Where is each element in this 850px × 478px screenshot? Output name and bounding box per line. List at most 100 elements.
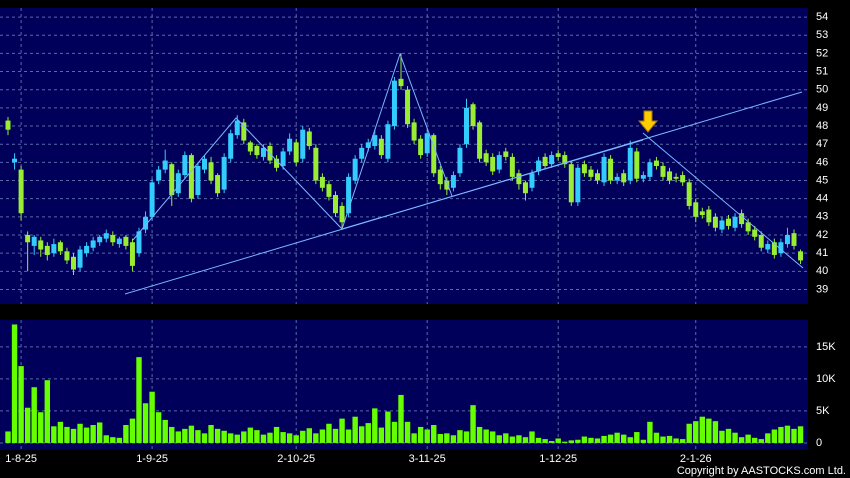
trendline xyxy=(642,132,804,269)
candle-body xyxy=(280,151,286,166)
volume-bar xyxy=(647,421,653,443)
marks xyxy=(5,53,804,443)
volume-bar xyxy=(241,431,247,443)
y-tick-label: 51 xyxy=(816,65,828,77)
candle-body xyxy=(568,164,574,203)
volume-bar xyxy=(267,432,273,443)
volume-bar xyxy=(201,433,208,443)
volume-bar xyxy=(634,432,640,443)
y-tick-label: 41 xyxy=(816,247,828,259)
y-tick-label: 40 xyxy=(816,265,828,277)
candle-body xyxy=(319,176,325,188)
candle-body xyxy=(57,242,63,252)
volume-bar xyxy=(195,430,201,443)
candle-body xyxy=(608,158,614,181)
volume-bar xyxy=(319,429,326,443)
volume-bar xyxy=(378,427,385,443)
volume-bar xyxy=(601,435,607,443)
volume-bar xyxy=(791,428,797,443)
candle-body xyxy=(90,240,96,248)
y-tick-label: 53 xyxy=(816,29,828,41)
volume-bar xyxy=(188,425,195,443)
volume-bar xyxy=(542,439,548,443)
candle-body xyxy=(712,216,718,228)
volume-bar xyxy=(44,380,50,443)
candle-body xyxy=(411,122,417,141)
arrow-marker xyxy=(637,110,659,133)
volume-bar xyxy=(575,439,581,443)
candle-body xyxy=(44,245,50,255)
candle-body xyxy=(129,242,135,266)
volume-bar xyxy=(18,366,24,443)
y-tick-label: 42 xyxy=(816,229,828,241)
candle-body xyxy=(575,167,581,203)
volume-bar xyxy=(169,426,175,443)
volume-bar xyxy=(673,438,679,443)
volume-bar xyxy=(38,412,44,443)
candle-body xyxy=(247,142,253,152)
candle-body xyxy=(444,180,450,190)
candle-body xyxy=(25,234,31,243)
y-tick-label: 52 xyxy=(816,47,828,59)
volume-bar xyxy=(725,428,732,443)
volume-bar xyxy=(110,437,116,443)
volume-bar xyxy=(797,426,804,443)
candle-body xyxy=(647,162,653,177)
candle-body xyxy=(103,233,109,239)
volume-bar xyxy=(286,433,293,443)
volume-bar xyxy=(778,426,784,443)
candle-body xyxy=(778,242,784,254)
volume-bar xyxy=(679,439,686,443)
candle-body xyxy=(549,155,555,165)
candle-body xyxy=(182,155,188,176)
volume-bar xyxy=(103,435,109,443)
candle-body xyxy=(431,135,437,174)
candle-body xyxy=(300,129,306,159)
volume-bar xyxy=(594,438,601,443)
candle-body xyxy=(490,156,496,172)
candle-body xyxy=(699,211,705,216)
candle-body xyxy=(18,169,24,214)
candle-body xyxy=(752,229,758,237)
candle-body xyxy=(765,244,771,250)
y-tick-label: 48 xyxy=(816,120,828,132)
volume-bar xyxy=(129,418,136,443)
candle-body xyxy=(254,146,260,156)
volume-bar xyxy=(175,431,181,443)
volume-bar xyxy=(247,427,254,443)
volume-bar xyxy=(562,441,568,443)
volume-bar xyxy=(64,426,70,443)
y-tick-label: 45 xyxy=(816,174,828,186)
candle-body xyxy=(653,160,659,166)
candle-body xyxy=(516,173,522,185)
volume-bar xyxy=(411,433,417,443)
candle-body xyxy=(483,153,489,163)
candle-body xyxy=(287,138,293,152)
candle-body xyxy=(169,164,175,196)
volume-bar xyxy=(752,437,758,443)
candle-body xyxy=(745,222,751,232)
volume-bar xyxy=(372,408,378,443)
candle-body xyxy=(306,131,312,147)
volume-bar xyxy=(509,436,516,443)
candle-body xyxy=(542,156,548,166)
volume-bar xyxy=(660,436,666,443)
volume-bar xyxy=(535,437,542,443)
volume-bar xyxy=(313,433,319,443)
volume-bar xyxy=(529,431,535,443)
y-tick-label: 44 xyxy=(816,193,828,205)
candle-body xyxy=(234,120,240,136)
volume-bar xyxy=(300,430,306,443)
candle-body xyxy=(719,220,725,230)
candle-body xyxy=(405,89,411,125)
candle-body xyxy=(496,155,502,170)
candle-body xyxy=(522,182,528,194)
volume-bar xyxy=(555,438,561,443)
volume-bar xyxy=(503,433,509,443)
volume-bar xyxy=(70,428,77,443)
candle-body xyxy=(634,151,640,179)
candle-body xyxy=(706,209,712,223)
candle-body xyxy=(156,169,162,181)
volume-bar xyxy=(758,439,764,443)
volume-bar xyxy=(745,434,751,443)
